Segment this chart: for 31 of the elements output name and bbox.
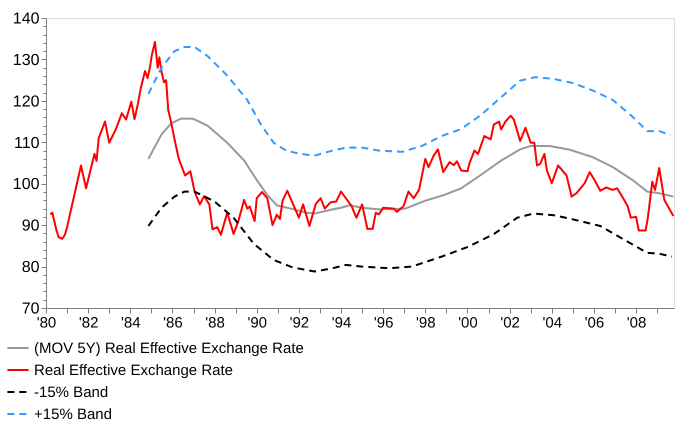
legend-label: -15% Band [34, 384, 108, 401]
line-series [147, 46, 672, 157]
x-tick-label: '04 [542, 314, 562, 332]
y-tick-label: 80 [22, 259, 40, 276]
x-tick-label: '94 [332, 314, 352, 332]
y-tick-label: 120 [12, 93, 40, 110]
y-tick-label: 140 [12, 10, 40, 28]
line-series [147, 118, 674, 215]
x-tick-label: '08 [626, 314, 646, 332]
x-tick-label: '00 [458, 314, 478, 332]
line-series [49, 41, 674, 240]
x-tick-label: '80 [36, 314, 56, 332]
x-tick-label: '96 [374, 314, 394, 332]
x-tick-label: '82 [78, 314, 98, 332]
x-tick-label: '86 [163, 314, 183, 332]
x-tick-label: '06 [584, 314, 604, 332]
x-tick-label: '84 [121, 314, 141, 332]
y-tick-label: 100 [12, 176, 40, 194]
legend-label: (MOV 5Y) Real Effective Exchange Rate [34, 340, 304, 357]
line-series [147, 190, 673, 273]
y-tick-label: 90 [22, 218, 40, 235]
x-tick-label: '92 [290, 314, 310, 332]
y-tick-label: 110 [14, 134, 40, 152]
x-tick-label: '88 [205, 314, 225, 332]
x-tick-label: '90 [247, 314, 268, 332]
legend-label: Real Effective Exchange Rate [34, 362, 234, 379]
legend-label: +15% Band [34, 406, 112, 422]
x-tick-label: '98 [416, 314, 436, 332]
x-tick-label: '02 [500, 314, 520, 332]
y-tick-label: 70 [22, 300, 40, 318]
y-tick-label: 130 [12, 52, 40, 69]
